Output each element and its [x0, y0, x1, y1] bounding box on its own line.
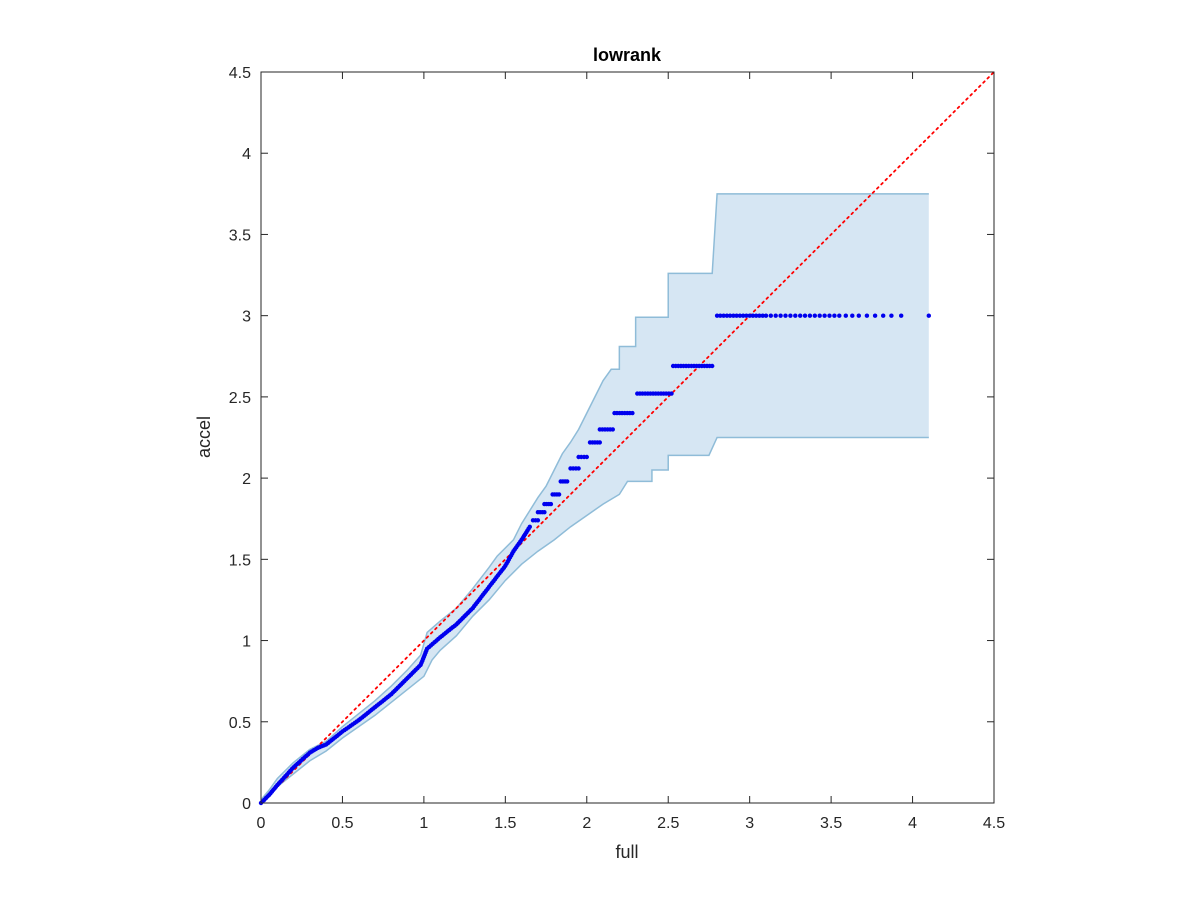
data-point	[721, 313, 726, 318]
data-point	[734, 313, 739, 318]
x-tick-label: 1.5	[494, 815, 516, 832]
data-point	[760, 313, 765, 318]
data-point	[535, 518, 541, 523]
data-point	[610, 427, 615, 432]
data-point	[565, 479, 570, 484]
band-lower-edge	[260, 436, 929, 804]
data-point	[737, 313, 743, 318]
x-tick-label: 0.5	[331, 815, 353, 832]
reference-line	[260, 71, 995, 804]
y-tick-label: 4	[242, 146, 251, 163]
y-tick-label: 0.5	[229, 715, 251, 732]
data-point	[881, 313, 886, 318]
data-point	[827, 313, 832, 318]
data-point	[724, 313, 730, 318]
data-point	[812, 313, 817, 318]
data-point	[576, 466, 581, 471]
data-point	[802, 313, 808, 318]
data-point	[630, 410, 635, 416]
x-tick-label: 0	[257, 815, 266, 832]
y-tick-label: 2.5	[229, 390, 251, 407]
x-tick-label: 4	[908, 815, 917, 832]
y-tick-label: 4.5	[229, 65, 251, 82]
chart-title: lowrank	[593, 45, 662, 65]
data-point	[856, 313, 861, 318]
data-point	[731, 313, 736, 318]
axes-box	[260, 71, 995, 804]
data-point	[741, 313, 746, 318]
confidence-band	[260, 193, 929, 804]
y-axis-label: accel	[194, 416, 214, 458]
data-point	[793, 313, 798, 318]
data-point	[718, 313, 723, 318]
data-point	[542, 510, 547, 515]
data-point	[832, 313, 837, 318]
data-point	[926, 313, 931, 318]
data-point	[744, 313, 749, 318]
data-point	[837, 313, 842, 318]
data-point	[747, 313, 752, 318]
x-tick-label: 1	[419, 815, 428, 832]
reference-line-layer	[260, 71, 995, 804]
data-point	[757, 313, 762, 318]
y-tick-label: 3.5	[229, 227, 251, 244]
data-point	[807, 313, 813, 318]
x-tick-label: 2	[582, 815, 591, 832]
data-point	[527, 524, 532, 529]
data-point	[597, 440, 602, 445]
y-tick-label: 3	[242, 309, 251, 326]
data-point	[778, 313, 783, 318]
data-point	[864, 313, 870, 318]
band-upper-edge	[260, 193, 929, 801]
data-point	[750, 313, 756, 318]
x-axis-label: full	[615, 842, 638, 862]
y-tick-label: 0	[242, 796, 251, 813]
data-point	[889, 313, 894, 318]
data-point	[850, 313, 855, 318]
data-point	[548, 501, 554, 507]
x-tick-label: 2.5	[657, 815, 679, 832]
data-point	[727, 313, 733, 318]
y-tick-label: 1	[242, 634, 251, 651]
ticks-layer: 0 0.5 1 1.5 2 2.5 3 3.5 4 4.5 0 0.5 1 1.5 2 2.5 3 3.5 4 4.5	[229, 65, 1005, 832]
x-tick-label: 4.5	[983, 815, 1005, 832]
data-point	[798, 313, 803, 318]
data-point	[669, 391, 674, 396]
y-tick-label: 1.5	[229, 552, 251, 569]
x-tick-label: 3.5	[820, 815, 842, 832]
data-point	[817, 313, 822, 318]
y-tick-label: 2	[242, 471, 251, 488]
data-point	[768, 313, 773, 318]
data-point	[556, 492, 562, 497]
data-point	[899, 313, 904, 318]
data-point	[714, 313, 720, 318]
data-point	[584, 454, 589, 460]
x-tick-label: 3	[745, 815, 754, 832]
data-point	[763, 313, 769, 318]
data-point	[783, 313, 788, 318]
data-point	[710, 363, 715, 369]
data-point	[822, 313, 827, 318]
data-point	[773, 313, 778, 318]
data-points-layer	[258, 313, 931, 806]
data-point	[754, 313, 759, 318]
data-point	[788, 313, 793, 318]
data-point	[843, 313, 848, 318]
data-point	[872, 313, 878, 318]
